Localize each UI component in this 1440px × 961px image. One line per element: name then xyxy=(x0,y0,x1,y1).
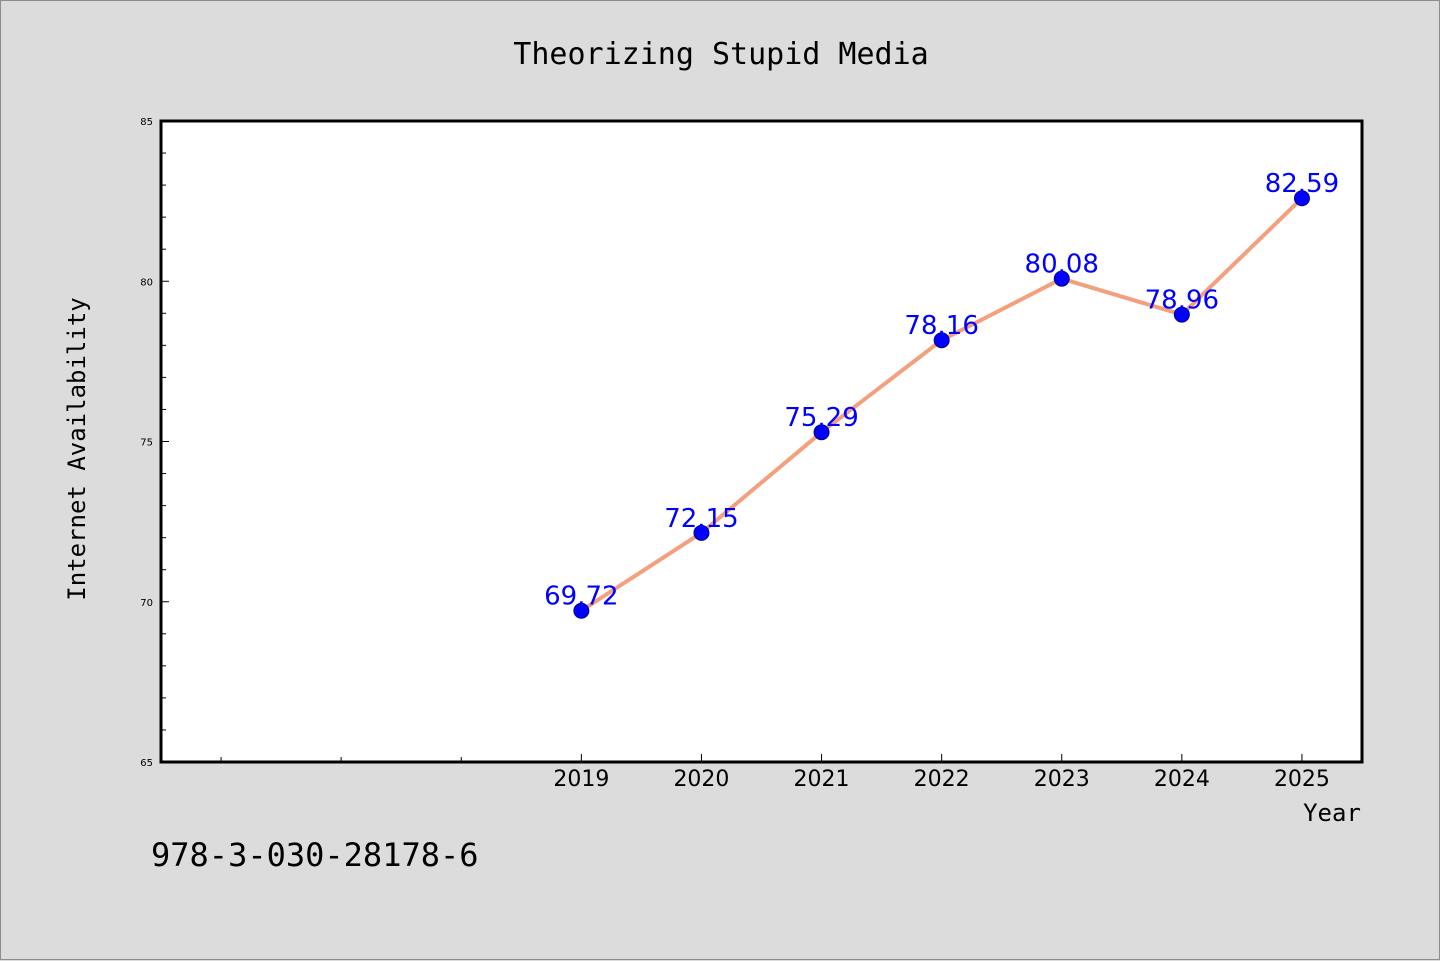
data-point xyxy=(1293,190,1310,207)
data-point xyxy=(573,602,590,619)
x-tick-label: 2020 xyxy=(673,767,729,792)
data-point xyxy=(1173,306,1190,323)
data-label: 80.08 xyxy=(1025,250,1099,280)
data-label: 69.72 xyxy=(544,582,618,612)
data-label: 82.59 xyxy=(1265,169,1339,199)
y-tick-label: 75 xyxy=(140,438,153,449)
data-label: 78.16 xyxy=(904,311,978,341)
data-point xyxy=(693,524,710,541)
data-point xyxy=(1053,270,1070,287)
y-tick-label: 80 xyxy=(140,277,153,288)
x-tick-label: 2019 xyxy=(553,767,609,792)
plot-frame xyxy=(159,119,1364,764)
x-axis-label: Year xyxy=(1303,799,1361,827)
x-tick-label: 2021 xyxy=(794,767,850,792)
y-axis-label: Internet Availability xyxy=(63,297,91,600)
data-label: 78.96 xyxy=(1145,286,1219,316)
data-point xyxy=(813,424,830,441)
data-label: 75.29 xyxy=(784,403,858,433)
x-tick-label: 2024 xyxy=(1154,767,1210,792)
chart-title: Theorizing Stupid Media xyxy=(513,37,928,72)
plot-area xyxy=(161,121,1362,762)
data-label: 72.15 xyxy=(664,504,738,534)
y-tick-label: 85 xyxy=(140,117,153,128)
x-tick-label: 2023 xyxy=(1034,767,1090,792)
y-tick-label: 65 xyxy=(140,758,153,769)
y-tick-label: 70 xyxy=(140,598,153,609)
data-point xyxy=(933,332,950,349)
x-tick-label: 2025 xyxy=(1274,767,1330,792)
data-series: 69.72 72.15 75.29 78.16 80.08 78.96 82.59 xyxy=(544,169,1339,619)
isbn-text: 978-3-030-28178-6 xyxy=(151,836,479,874)
x-tick-label: 2022 xyxy=(914,767,970,792)
